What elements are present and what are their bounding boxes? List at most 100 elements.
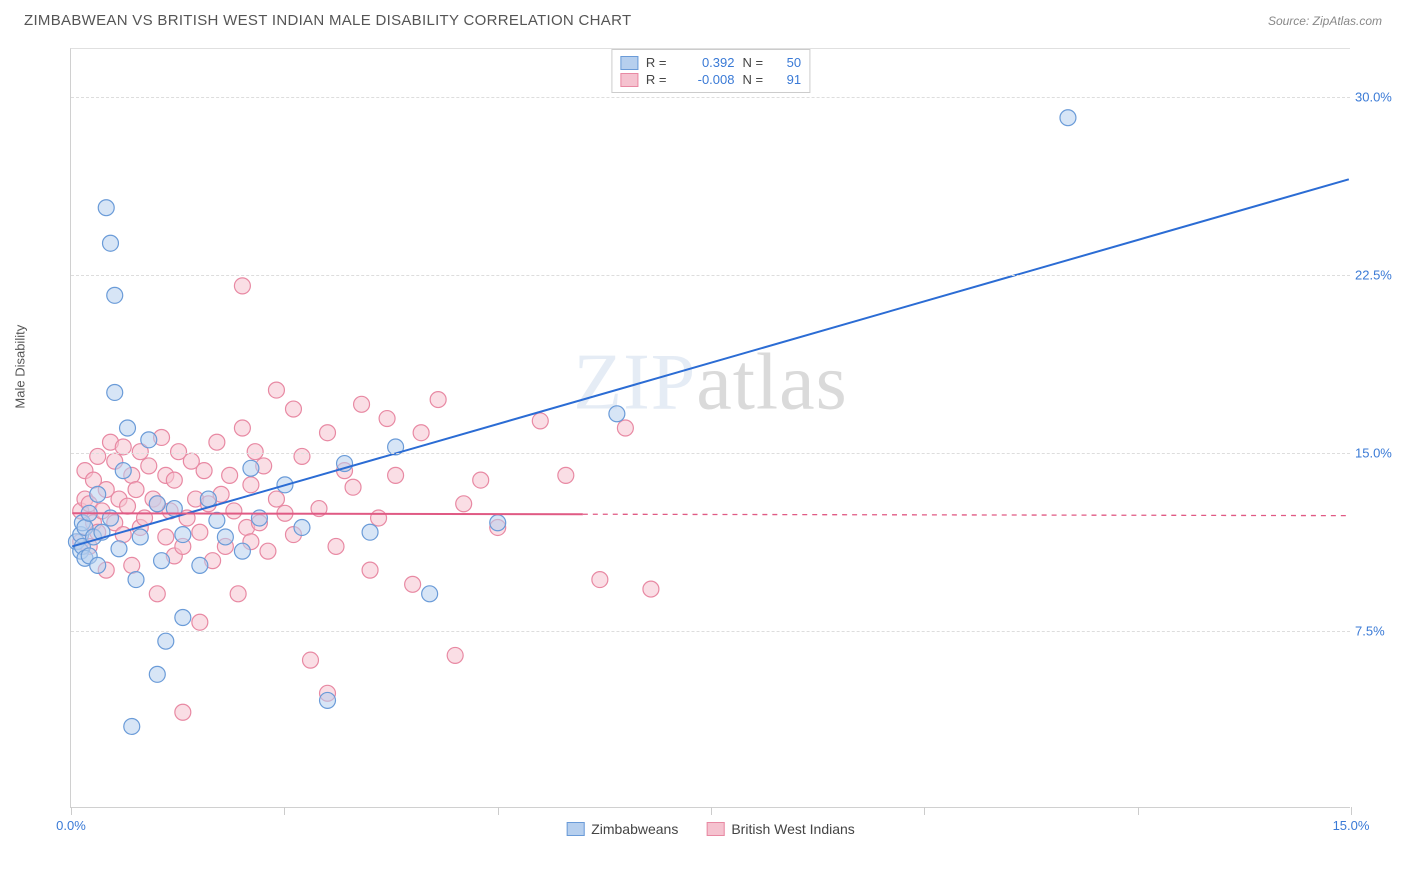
scatter-point	[430, 392, 446, 408]
scatter-point	[405, 576, 421, 592]
scatter-point	[371, 510, 387, 526]
scatter-point	[592, 572, 608, 588]
scatter-point	[175, 704, 191, 720]
scatter-point	[243, 477, 259, 493]
scatter-point	[149, 496, 165, 512]
scatter-point	[388, 467, 404, 483]
x-tick-label-left: 0.0%	[56, 818, 86, 833]
x-tick-label-right: 15.0%	[1333, 818, 1370, 833]
swatch-series-2	[620, 73, 638, 87]
scatter-point	[303, 652, 319, 668]
r-value-2: -0.008	[675, 72, 735, 87]
gridline-h	[71, 631, 1350, 632]
scatter-point	[192, 524, 208, 540]
scatter-point	[175, 610, 191, 626]
source-attribution: Source: ZipAtlas.com	[1268, 14, 1382, 28]
scatter-point	[90, 486, 106, 502]
scatter-point	[115, 527, 131, 543]
correlation-row-2: R = -0.008 N = 91	[620, 71, 801, 88]
scatter-point	[362, 524, 378, 540]
scatter-point	[196, 463, 212, 479]
scatter-point	[473, 472, 489, 488]
r-label: R =	[646, 72, 667, 87]
trend-line-solid	[72, 513, 583, 514]
scatter-point	[354, 396, 370, 412]
scatter-point	[209, 434, 225, 450]
scatter-point	[234, 420, 250, 436]
scatter-point	[558, 467, 574, 483]
scatter-point	[1060, 110, 1076, 126]
scatter-point	[222, 467, 238, 483]
scatter-point	[260, 543, 276, 559]
x-tick	[1138, 807, 1139, 815]
scatter-point	[90, 448, 106, 464]
gridline-h	[71, 275, 1350, 276]
series-legend: Zimbabweans British West Indians	[566, 821, 855, 837]
scatter-point	[107, 384, 123, 400]
scatter-point	[217, 529, 233, 545]
trend-line-solid	[72, 179, 1349, 546]
x-tick	[284, 807, 285, 815]
legend-label-2: British West Indians	[731, 821, 854, 837]
trend-line-dashed	[583, 514, 1349, 515]
y-axis-label: Male Disability	[13, 325, 28, 409]
gridline-h	[71, 453, 1350, 454]
y-tick-label: 7.5%	[1355, 623, 1400, 638]
y-tick-label: 22.5%	[1355, 267, 1400, 282]
scatter-point	[643, 581, 659, 597]
scatter-point	[243, 460, 259, 476]
scatter-point	[120, 420, 136, 436]
scatter-point	[456, 496, 472, 512]
scatter-point	[141, 458, 157, 474]
legend-item-1: Zimbabweans	[566, 821, 678, 837]
x-tick	[711, 807, 712, 815]
scatter-point	[268, 491, 284, 507]
y-tick-label: 30.0%	[1355, 89, 1400, 104]
scatter-point	[422, 586, 438, 602]
swatch-series-1	[566, 822, 584, 836]
scatter-point	[320, 692, 336, 708]
gridline-h	[71, 97, 1350, 98]
plot-svg	[71, 49, 1350, 807]
scatter-point	[111, 541, 127, 557]
n-label: N =	[743, 55, 764, 70]
scatter-point	[447, 647, 463, 663]
scatter-point	[230, 586, 246, 602]
scatter-point	[490, 515, 506, 531]
scatter-point	[154, 553, 170, 569]
r-label: R =	[646, 55, 667, 70]
scatter-point	[107, 287, 123, 303]
x-tick	[1351, 807, 1352, 815]
scatter-point	[234, 543, 250, 559]
scatter-point	[192, 557, 208, 573]
x-tick	[924, 807, 925, 815]
n-value-2: 91	[771, 72, 801, 87]
scatter-point	[175, 527, 191, 543]
scatter-point	[617, 420, 633, 436]
scatter-point	[320, 425, 336, 441]
n-label: N =	[743, 72, 764, 87]
scatter-point	[132, 529, 148, 545]
scatter-point	[120, 498, 136, 514]
scatter-point	[158, 633, 174, 649]
scatter-point	[103, 235, 119, 251]
scatter-point	[192, 614, 208, 630]
chart-title: ZIMBABWEAN VS BRITISH WEST INDIAN MALE D…	[24, 12, 631, 29]
scatter-point	[124, 557, 140, 573]
scatter-point	[413, 425, 429, 441]
x-tick	[498, 807, 499, 815]
legend-label-1: Zimbabweans	[591, 821, 678, 837]
chart-container: Male Disability ZIPatlas R = 0.392 N = 5…	[50, 48, 1390, 838]
scatter-point	[128, 572, 144, 588]
scatter-point	[209, 512, 225, 528]
scatter-point	[285, 401, 301, 417]
scatter-point	[294, 448, 310, 464]
scatter-point	[609, 406, 625, 422]
scatter-point	[345, 479, 361, 495]
y-tick-label: 15.0%	[1355, 445, 1400, 460]
scatter-point	[141, 432, 157, 448]
scatter-point	[532, 413, 548, 429]
scatter-point	[379, 411, 395, 427]
scatter-point	[328, 538, 344, 554]
scatter-point	[115, 463, 131, 479]
